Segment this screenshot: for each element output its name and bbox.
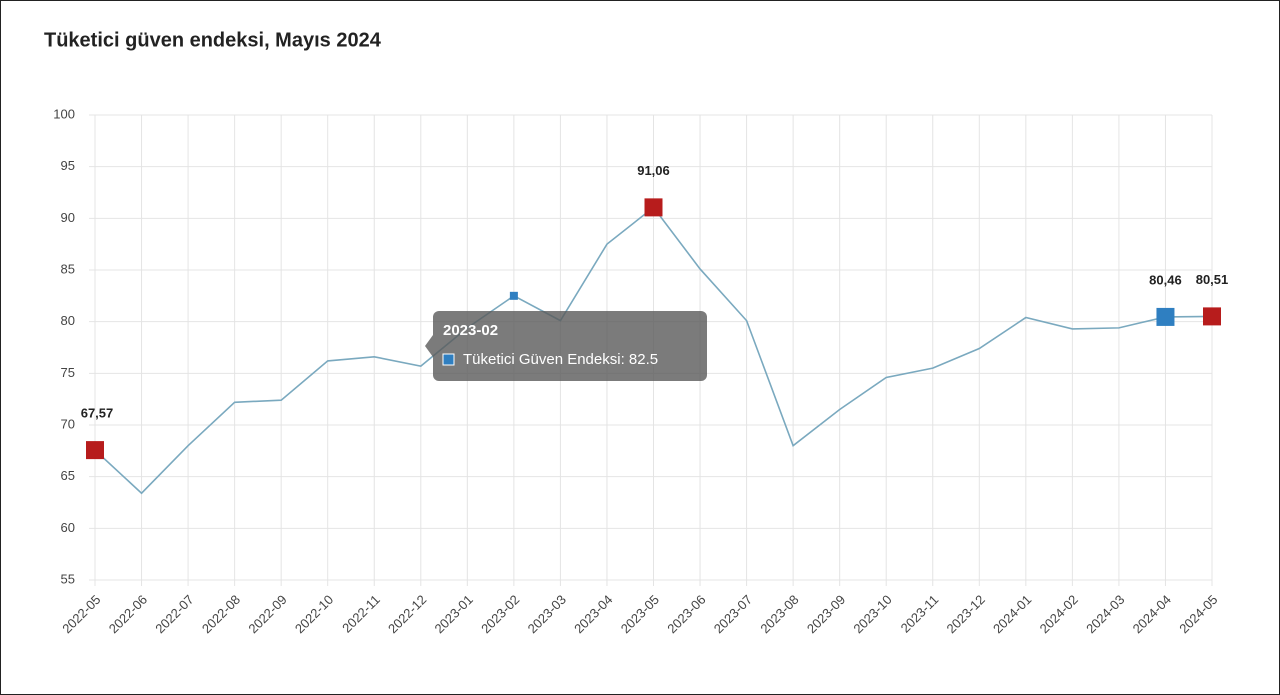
chart-title: Tüketici güven endeksi, Mayıs 2024 — [44, 29, 382, 51]
point-marker — [86, 441, 104, 460]
data-label: 91,06 — [637, 163, 670, 178]
y-tick-label: 80 — [61, 313, 75, 328]
point-marker — [1203, 307, 1221, 326]
point-marker — [1156, 307, 1175, 326]
y-tick-label: 90 — [61, 210, 75, 225]
y-tick-label: 100 — [53, 106, 75, 121]
tooltip-box — [425, 335, 433, 357]
point-marker — [644, 198, 663, 217]
data-label: 80,46 — [1149, 272, 1182, 287]
y-tick-label: 95 — [61, 158, 75, 173]
data-label: 67,57 — [81, 406, 114, 421]
tooltip-box — [433, 311, 707, 381]
y-tick-label: 70 — [61, 416, 75, 431]
data-label: 80,51 — [1196, 272, 1229, 287]
y-tick-label: 55 — [61, 571, 75, 586]
y-tick-label: 65 — [61, 468, 75, 483]
plot: 67,57 91,06 80,46 80,51 2023-02 Tüketici Güve… — [81, 163, 1229, 495]
tooltip-title: 2023-02 — [443, 322, 498, 339]
tooltip-text: Tüketici Güven Endeksi: 82.5 — [463, 351, 658, 368]
hover-marker — [509, 291, 518, 300]
tooltip-swatch — [442, 353, 455, 366]
y-tick-label: 75 — [61, 365, 75, 380]
y-tick-label: 60 — [61, 520, 75, 535]
y-tick-label: 85 — [61, 261, 75, 276]
